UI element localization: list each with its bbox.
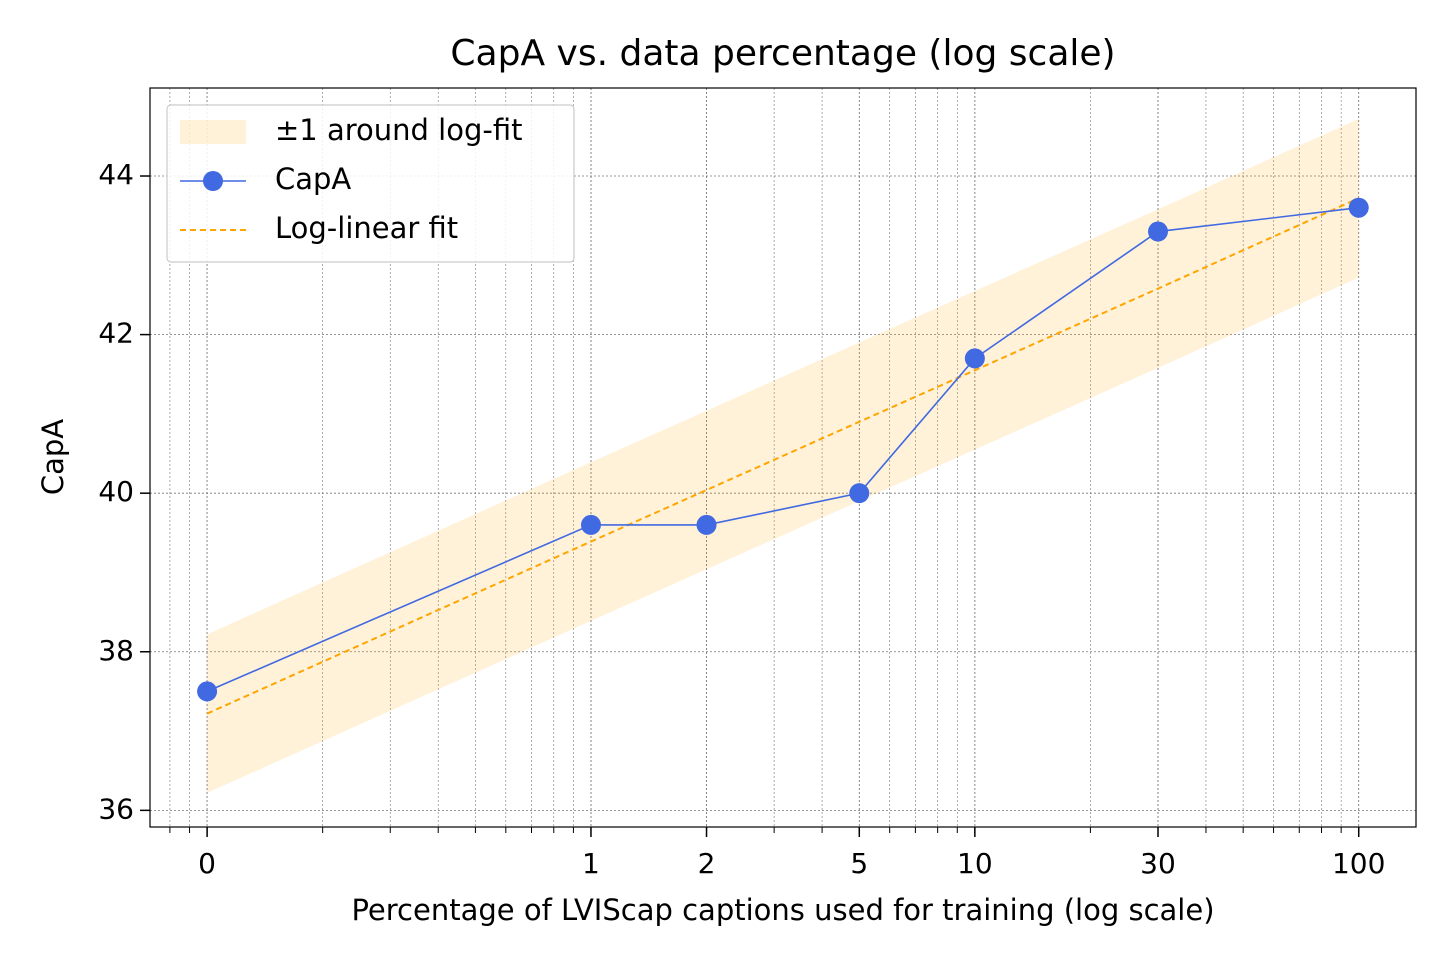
- y-tick-label: 40: [98, 475, 134, 508]
- data-point: [696, 514, 717, 535]
- data-point: [964, 348, 985, 369]
- x-tick-label: 30: [1140, 847, 1176, 880]
- legend-swatch: [180, 120, 246, 144]
- y-tick-label: 44: [98, 158, 134, 191]
- data-point: [197, 681, 218, 702]
- data-point: [1147, 221, 1168, 242]
- x-axis-label: Percentage of LVIScap captions used for …: [351, 893, 1214, 927]
- x-tick-label: 5: [850, 847, 868, 880]
- legend-label: CapA: [275, 162, 351, 196]
- y-tick-label: 36: [98, 792, 134, 825]
- legend-box: [166, 104, 575, 263]
- y-tick-label: 42: [98, 317, 134, 350]
- y-tick-label: 38: [98, 634, 134, 667]
- x-tick-label: 2: [698, 847, 716, 880]
- legend-label: Log-linear fit: [275, 211, 458, 245]
- chart-title: CapA vs. data percentage (log scale): [450, 33, 1115, 74]
- x-tick-label: 1: [582, 847, 600, 880]
- data-point: [849, 483, 870, 504]
- plot-frame: [149, 87, 1417, 828]
- data-point: [580, 514, 601, 535]
- x-tick-label: 100: [1332, 847, 1385, 880]
- x-tick-label: 0: [198, 847, 216, 880]
- series-line: [206, 197, 1360, 715]
- data-point: [1348, 197, 1369, 218]
- legend-label: ±1 around log-fit: [275, 113, 522, 147]
- x-tick-label: 10: [957, 847, 993, 880]
- y-axis-label: CapA: [36, 419, 70, 495]
- legend-marker: [203, 171, 223, 191]
